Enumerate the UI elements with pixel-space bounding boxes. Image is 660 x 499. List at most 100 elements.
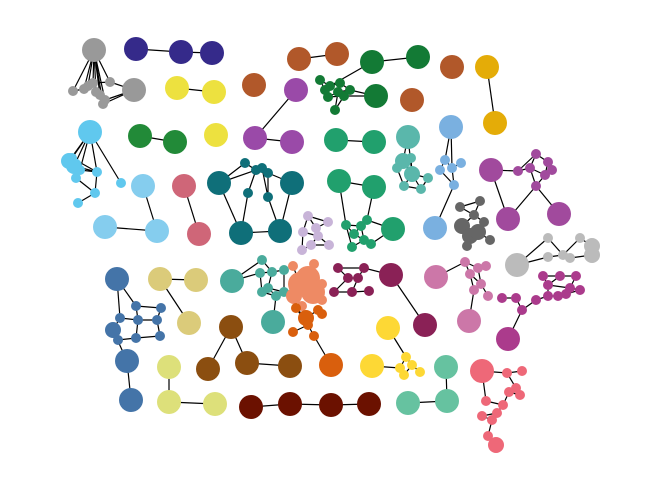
pink-cluster-node-7 [483, 291, 493, 301]
magenta-cluster-node-9 [525, 163, 535, 173]
dark-red-chain-node-3 [357, 392, 381, 416]
brown-chain-node-3 [196, 357, 220, 381]
pink-cluster-node-4 [481, 261, 491, 271]
teal-dark-cluster-node-7 [263, 168, 273, 178]
forest-pair-node-1 [163, 130, 187, 154]
orange-cluster-node-7 [309, 331, 319, 341]
green-mesh-node-9 [366, 239, 376, 249]
steel-blue-cluster-node-3 [105, 322, 121, 338]
rose-pair-node-0 [172, 174, 196, 198]
brown-chain-node-2 [278, 354, 302, 378]
maroon-cluster-node-2 [333, 263, 343, 273]
lavender-cluster-node-0 [303, 211, 313, 221]
node-layer [61, 37, 600, 453]
lavender-cluster-node-7 [311, 223, 321, 233]
cyan-cluster-node-4 [92, 167, 102, 177]
mint-cluster-node-1 [261, 310, 285, 334]
lime-chain-node-1 [157, 390, 181, 414]
gray-star-node-9 [98, 99, 108, 109]
navy-chain-node-0 [124, 37, 148, 61]
aquamarine-chain-node-1 [435, 389, 459, 413]
dark-red-chain-node-1 [278, 392, 302, 416]
silver-cluster-node-7 [565, 253, 575, 263]
yellow-pair-node-2 [204, 123, 228, 147]
orchid-cluster-node-10 [561, 289, 571, 299]
mint-cluster-node-4 [267, 267, 277, 277]
coral-cluster-node-7 [498, 400, 508, 410]
coral-cluster-node-4 [504, 387, 514, 397]
gray-star-node-2 [68, 86, 78, 96]
aquamarine-chain-node-0 [434, 355, 458, 379]
salmon-hub-node-8 [317, 295, 327, 305]
purple-chain-node-2 [280, 130, 304, 154]
light-blue-pair-node-2 [93, 215, 117, 239]
navy-chain-node-2 [200, 41, 224, 65]
mint-cluster-node-8 [263, 283, 273, 293]
lavender-cluster-node-1 [323, 217, 333, 227]
maroon-cluster-node-8 [364, 286, 374, 296]
lavender-cluster-node-2 [298, 227, 308, 237]
gold-cluster-node-0 [376, 316, 400, 340]
salmon-hub-node-6 [317, 279, 327, 289]
khaki-chain-node-2 [177, 311, 201, 335]
orchid-cluster-node-11 [553, 291, 563, 301]
teal-dark-cluster-node-1 [280, 171, 304, 195]
rust-chain-node-4 [400, 88, 424, 112]
orchid-cluster-node-7 [571, 271, 581, 281]
lime-chain-node-2 [203, 392, 227, 416]
pink-cluster-node-6 [476, 279, 486, 289]
magenta-cluster-node-1 [547, 202, 571, 226]
mint-cluster-node-3 [255, 268, 265, 278]
orchid-cluster-node-1 [497, 293, 507, 303]
green-mesh-node-2 [381, 217, 405, 241]
teal-light-cluster-node-4 [416, 184, 426, 194]
green-mesh-node-5 [362, 215, 372, 225]
steel-blue-cluster-node-7 [133, 315, 143, 325]
dark-gray-cluster-node-2 [469, 210, 479, 220]
pink-cluster-node-5 [465, 269, 475, 279]
green-cluster-node-11 [320, 85, 330, 95]
salmon-hub-node-4 [288, 261, 298, 271]
amber-pair-node-0 [475, 55, 499, 79]
gold-cluster-node-2 [401, 352, 411, 362]
coral-cluster-node-11 [483, 431, 493, 441]
maroon-cluster-node-6 [329, 287, 339, 297]
gray-star-node-8 [91, 87, 101, 97]
green-cluster-node-3 [315, 75, 325, 85]
orange-cluster-node-5 [317, 309, 327, 319]
coral-cluster-node-9 [477, 411, 487, 421]
magenta-cluster-node-6 [531, 181, 541, 191]
coral-cluster-node-6 [481, 396, 491, 406]
orchid-cluster-node-4 [538, 271, 548, 281]
magenta-cluster-node-7 [513, 166, 523, 176]
light-blue-pair-node-1 [145, 219, 169, 243]
steel-blue-cluster-node-6 [152, 315, 162, 325]
sea-green-pair-node-0 [324, 128, 348, 152]
coral-cluster-node-5 [515, 390, 525, 400]
magenta-cluster-node-4 [543, 157, 553, 167]
cyan-cluster-node-3 [75, 165, 85, 175]
dark-gray-cluster-node-0 [455, 202, 465, 212]
teal-dark-cluster-node-9 [263, 192, 273, 202]
dark-gray-cluster-node-8 [462, 241, 472, 251]
teal-dark-cluster-node-0 [207, 171, 231, 195]
amber-pair-node-1 [483, 111, 507, 135]
green-cluster-node-1 [406, 45, 430, 69]
mint-cluster-node-5 [279, 265, 289, 275]
navy-chain-node-1 [169, 40, 193, 64]
sky-cluster-node-5 [449, 180, 459, 190]
cyan-cluster-node-7 [73, 198, 83, 208]
rose-pair-node-1 [187, 222, 211, 246]
purple-chain-node-1 [243, 126, 267, 150]
cyan-cluster-node-0 [78, 120, 102, 144]
yellow-pair-node-1 [202, 80, 226, 104]
orchid-cluster-node-5 [555, 271, 565, 281]
silver-cluster-node-3 [575, 233, 585, 243]
orange-cluster-node-6 [288, 327, 298, 337]
light-blue-pair-node-0 [131, 174, 155, 198]
maroon-cluster-node-0 [379, 263, 403, 287]
dark-gray-cluster-node-6 [485, 235, 495, 245]
silver-cluster-node-6 [543, 252, 553, 262]
green-cluster-node-9 [345, 85, 355, 95]
magenta-cluster-node-3 [531, 149, 541, 159]
